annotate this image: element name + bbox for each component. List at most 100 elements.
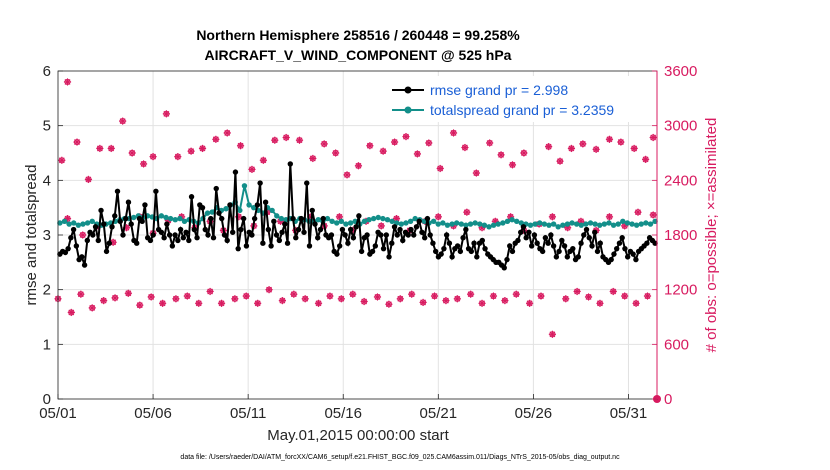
obs-possible-marker-ring <box>450 129 457 137</box>
obs-possible-marker-ring <box>73 138 81 146</box>
obs-assimilated-marker <box>584 293 593 301</box>
legend-box <box>385 76 653 122</box>
totalspread-point <box>274 213 280 219</box>
obs-possible-marker-ring <box>188 148 195 155</box>
totalspread-point <box>241 183 248 189</box>
obs-assimilated-marker <box>158 299 167 307</box>
right-y-axis-label: # of obs: o=possible; ×=assimilated <box>703 118 720 353</box>
obs-possible-marker-ring <box>642 156 649 163</box>
rmse-point <box>534 240 540 246</box>
right-y-tick-label: 600 <box>664 336 689 353</box>
obs-assimilated-marker <box>609 287 617 296</box>
obs-assimilated-marker-ring <box>315 300 322 307</box>
totalspread-point <box>324 215 331 222</box>
rmse-point <box>342 232 348 238</box>
obs-assimilated-marker-ring <box>254 300 261 307</box>
rmse-point <box>114 188 121 194</box>
rmse-point <box>216 210 222 216</box>
obs-possible-marker <box>402 133 410 141</box>
chart-title: Northern Hemisphere 258516 / 260448 = 99… <box>196 27 520 43</box>
obs-assimilated-marker-ring <box>467 291 474 298</box>
totalspread-point <box>71 220 77 226</box>
obs-possible-marker <box>223 129 231 137</box>
rmse-point <box>336 243 343 249</box>
totalspread-point <box>573 221 580 227</box>
rmse-point <box>432 248 439 255</box>
totalspread-point <box>89 218 95 225</box>
obs-assimilated-marker-ring <box>136 302 143 309</box>
rmse-point <box>186 237 192 244</box>
rmse-point <box>106 240 112 246</box>
obs-possible-marker <box>174 153 182 161</box>
obs-assimilated-marker <box>373 293 382 301</box>
obs-assimilated-marker <box>183 292 191 300</box>
x-tick-label: 05/01 <box>39 405 77 422</box>
totalspread-point <box>467 221 474 227</box>
rmse-point <box>589 243 595 249</box>
obs-assimilated-marker <box>562 295 570 303</box>
totalspread-point <box>458 221 465 227</box>
obs-assimilated-marker-ring <box>408 291 415 298</box>
rmse-point <box>369 248 376 255</box>
obs-possible-marker-ring <box>556 158 564 165</box>
obs-assimilated-marker-ring <box>279 297 286 304</box>
obs-possible-marker-ring <box>149 153 157 160</box>
rmse-point <box>570 245 576 252</box>
right-y-tick-label: 1800 <box>664 227 697 244</box>
obs-possible-marker <box>149 153 157 161</box>
rmse-point <box>550 243 557 249</box>
obs-possible-marker-ring <box>355 162 362 169</box>
rmse-point <box>531 232 538 238</box>
obs-mid-marker <box>434 213 442 221</box>
rmse-point <box>219 215 225 222</box>
rmse-point <box>103 248 110 255</box>
rmse-point <box>416 218 422 225</box>
rmse-point <box>501 265 507 271</box>
rmse-point <box>260 240 266 246</box>
obs-assimilated-marker-ring <box>361 298 368 305</box>
x-tick-label: 05/26 <box>515 405 553 422</box>
obs-mid-marker-ring <box>621 222 628 229</box>
rmse-point <box>548 232 554 238</box>
obs-assimilated-marker <box>349 290 357 298</box>
rmse-point <box>457 248 464 255</box>
rmse-point <box>391 224 398 230</box>
totalspread-point <box>412 215 418 222</box>
rmse-point <box>411 232 417 238</box>
obs-possible-marker <box>295 136 304 144</box>
obs-assimilated-marker <box>501 297 509 305</box>
obs-assimilated-marker <box>621 292 629 300</box>
rmse-point <box>630 251 636 257</box>
obs-assimilated-marker <box>525 299 534 307</box>
rmse-point <box>175 237 181 244</box>
obs-possible-marker-ring <box>568 145 575 152</box>
right-y-tick-label: 3600 <box>664 63 697 80</box>
obs-possible-marker-ring <box>58 157 65 164</box>
obs-assimilated-marker-ring <box>184 292 191 300</box>
totalspread-point <box>430 218 437 225</box>
totalspread-point <box>361 218 368 225</box>
obs-assimilated-marker-ring <box>420 299 427 306</box>
obs-assimilated-marker-ring <box>610 288 617 295</box>
obs-possible-marker <box>107 144 115 153</box>
rmse-point <box>509 248 516 255</box>
obs-assimilated-marker <box>385 300 393 308</box>
rmse-point <box>232 169 239 175</box>
obs-mid-marker <box>649 211 657 219</box>
obs-possible-marker-ring <box>321 140 328 147</box>
obs-mid-marker-ring <box>549 213 556 220</box>
left-y-tick-label: 5 <box>43 118 51 135</box>
rmse-point <box>213 185 219 192</box>
obs-possible-marker-ring <box>309 155 316 162</box>
obs-possible-marker <box>390 138 399 146</box>
rmse-point <box>191 226 198 233</box>
rmse-point <box>597 240 603 246</box>
totalspread-point <box>181 218 188 225</box>
left-y-tick-label: 2 <box>43 282 51 299</box>
rmse-point <box>73 243 80 249</box>
rmse-point <box>446 240 453 246</box>
rmse-point <box>202 226 208 233</box>
obs-possible-marker <box>413 150 421 158</box>
totalspread-point <box>504 218 511 225</box>
obs-assimilated-marker <box>111 294 119 302</box>
